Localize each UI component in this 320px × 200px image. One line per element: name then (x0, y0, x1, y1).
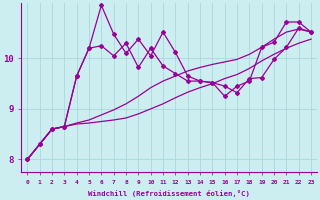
X-axis label: Windchill (Refroidissement éolien,°C): Windchill (Refroidissement éolien,°C) (88, 190, 250, 197)
